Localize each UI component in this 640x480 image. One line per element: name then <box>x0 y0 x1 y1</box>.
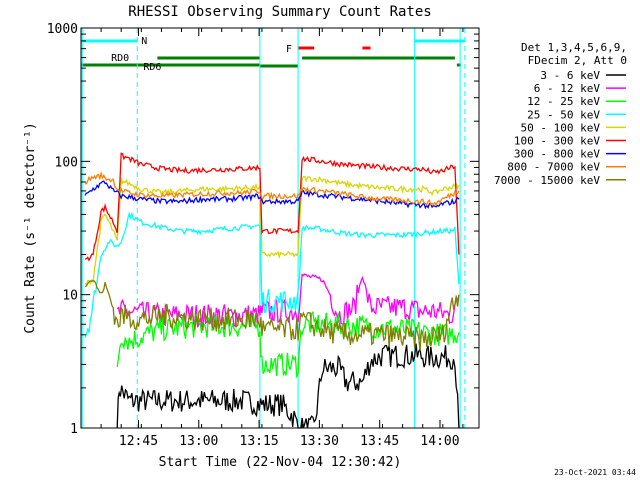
series-line-5 <box>84 152 460 262</box>
plot-area: N F RD0 RD6 <box>81 28 466 429</box>
legend-label-4: 50 - 100 keV <box>521 121 601 134</box>
legend-label-0: 3 - 6 keV <box>540 69 600 82</box>
x-axis-label: Start Time (22-Nov-04 12:30:42) <box>159 455 402 470</box>
y-tick-label-3: 1000 <box>47 22 78 37</box>
legend-label-2: 12 - 25 keV <box>527 95 600 108</box>
x-tick-label-2: 13:15 <box>240 434 279 449</box>
legend-label-5: 100 - 300 keV <box>514 135 600 148</box>
y-axis-label: Count Rate (s⁻¹ detector⁻¹) <box>23 122 38 333</box>
x-tick-label-1: 13:00 <box>179 434 218 449</box>
series-line-0 <box>116 343 460 429</box>
series-line-4 <box>84 175 460 286</box>
y-tick-label-0: 1 <box>70 422 78 437</box>
y-tick-label-1: 10 <box>62 289 78 304</box>
x-tick-label-4: 13:45 <box>360 434 399 449</box>
chart-title: RHESSI Observing Summary Count Rates <box>128 4 431 20</box>
x-tick-label-3: 13:30 <box>300 434 339 449</box>
legend-label-1: 6 - 12 keV <box>534 82 601 95</box>
x-tick-label-0: 12:45 <box>119 434 158 449</box>
legend-label-6: 300 - 800 keV <box>514 148 600 161</box>
legend-label-8: 7000 - 15000 keV <box>494 174 600 187</box>
status-label-f: F <box>286 44 292 55</box>
legend-header-line2: FDecim 2, Att 0 <box>528 54 627 67</box>
status-label-rd6: RD6 <box>143 62 161 73</box>
axes: 12:45 13:00 13:15 13:30 13:45 14:00 1 10 100 1000 <box>47 22 480 449</box>
legend-header-line1: Det 1,3,4,5,6,9, <box>521 41 627 54</box>
status-label-rd0: RD0 <box>111 53 129 64</box>
x-tick-label-5: 14:00 <box>420 434 459 449</box>
plot-frame <box>80 27 480 429</box>
legend-label-7: 800 - 7000 keV <box>507 161 600 174</box>
series-line-2 <box>116 310 460 379</box>
series-line-3 <box>84 211 460 339</box>
status-label-n: N <box>141 36 147 47</box>
series-line-7 <box>85 170 460 207</box>
series-line-6 <box>84 180 460 210</box>
y-tick-label-2: 100 <box>55 155 78 170</box>
timestamp: 23-Oct-2021 03:44 <box>554 468 636 477</box>
series-line-8 <box>84 279 460 351</box>
legend-label-3: 25 - 50 keV <box>527 108 600 121</box>
